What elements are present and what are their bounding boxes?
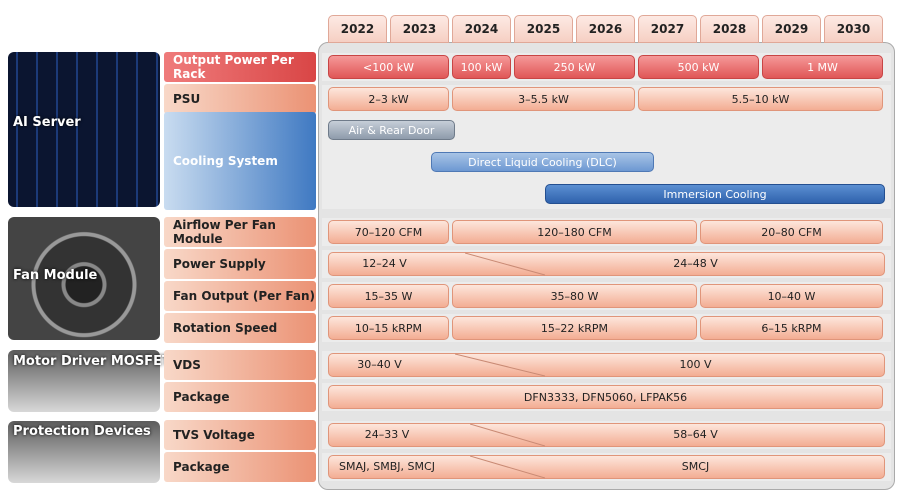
transition-line — [470, 423, 545, 447]
group-title: Motor Driver MOSFET — [13, 354, 171, 369]
year-header: 2023 — [390, 15, 449, 43]
year-header: 2029 — [762, 15, 821, 43]
protection-image — [8, 421, 160, 483]
bar — [328, 423, 885, 447]
bar-text: 24–48 V — [673, 257, 718, 270]
transition-line — [470, 455, 545, 479]
year-header: 2026 — [576, 15, 635, 43]
fan-image — [8, 217, 160, 340]
row-label: Power Supply — [164, 249, 316, 279]
bar: Immersion Cooling — [545, 184, 885, 204]
year-header: 2028 — [700, 15, 759, 43]
bar: 6–15 kRPM — [700, 316, 883, 340]
group-title: AI Server — [13, 115, 81, 130]
bar-text: 12–24 V — [362, 257, 407, 270]
bar: DFN3333, DFN5060, LFPAK56 — [328, 385, 883, 409]
year-header: 2027 — [638, 15, 697, 43]
row-label: VDS — [164, 350, 316, 380]
bar: 10–40 W — [700, 284, 883, 308]
row-label: PSU — [164, 84, 316, 114]
bar — [328, 353, 885, 377]
group-title: Fan Module — [13, 268, 98, 283]
bar — [328, 252, 885, 276]
server-image — [8, 52, 160, 207]
bar: Air & Rear Door — [328, 120, 455, 140]
bar: 3–5.5 kW — [452, 87, 635, 111]
bar: 15–22 kRPM — [452, 316, 697, 340]
bar: Direct Liquid Cooling (DLC) — [431, 152, 654, 172]
bar-text: 58–64 V — [673, 428, 718, 441]
bar: 20–80 CFM — [700, 220, 883, 244]
row-label: Package — [164, 452, 316, 482]
bar: 2–3 kW — [328, 87, 449, 111]
row-label: Output Power Per Rack — [164, 52, 316, 82]
row-label: Package — [164, 382, 316, 412]
bar: 5.5–10 kW — [638, 87, 883, 111]
bar: 1 MW — [762, 55, 883, 79]
bar-text: SMCJ — [681, 460, 710, 473]
bar: 100 kW — [452, 55, 511, 79]
bar: <100 kW — [328, 55, 449, 79]
bar — [328, 455, 885, 479]
bar: 35–80 W — [452, 284, 697, 308]
bar-text: SMAJ, SMBJ, SMCJ — [339, 460, 435, 473]
bar-text: 30–40 V — [357, 358, 402, 371]
row-label: Rotation Speed — [164, 313, 316, 343]
year-header: 2024 — [452, 15, 511, 43]
row-label: Fan Output (Per Fan) — [164, 281, 316, 311]
bar: 70–120 CFM — [328, 220, 449, 244]
bar: 15–35 W — [328, 284, 449, 308]
bar: 10–15 kRPM — [328, 316, 449, 340]
bar-text: 24–33 V — [364, 428, 410, 441]
transition-line — [465, 252, 545, 276]
row-label: Cooling System — [164, 112, 316, 210]
row-label: TVS Voltage — [164, 420, 316, 450]
row-label: Airflow Per Fan Module — [164, 217, 316, 247]
year-header: 2030 — [824, 15, 883, 43]
bar-text: 100 V — [679, 358, 712, 371]
year-header: 2022 — [328, 15, 387, 43]
bar: 500 kW — [638, 55, 759, 79]
mosfet-image — [8, 350, 160, 412]
year-header: 2025 — [514, 15, 573, 43]
transition-line — [455, 353, 545, 377]
bar: 120–180 CFM — [452, 220, 697, 244]
bar: 250 kW — [514, 55, 635, 79]
group-title: Protection Devices — [13, 424, 151, 439]
